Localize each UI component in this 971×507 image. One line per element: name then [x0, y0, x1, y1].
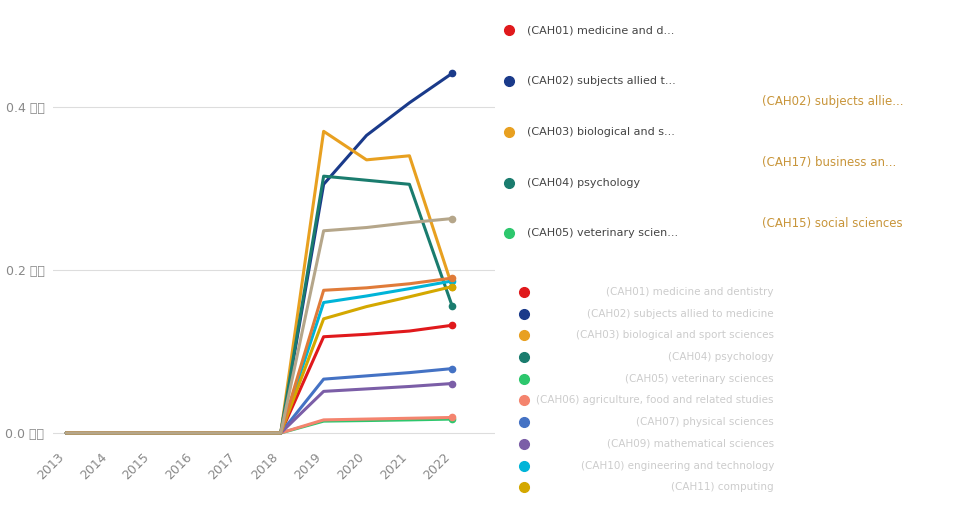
Text: (CAH04) psychology: (CAH04) psychology [527, 177, 641, 188]
Text: (CAH15) social sciences: (CAH15) social sciences [762, 216, 903, 230]
Text: 179,160: 179,160 [878, 331, 928, 340]
Text: (CAH01) medicine and d...: (CAH01) medicine and d... [527, 25, 675, 35]
Text: (CAH02) subjects allie...: (CAH02) subjects allie... [762, 95, 904, 108]
Text: (CAH06) agriculture, food and related studies: (CAH06) agriculture, food and related st… [537, 395, 774, 406]
Text: 17,010: 17,010 [886, 374, 928, 384]
Text: 132,100: 132,100 [878, 287, 928, 297]
Text: (CAH01) medicine and dentistry: (CAH01) medicine and dentistry [607, 287, 774, 297]
Text: (CAH10) engineering and technology: (CAH10) engineering and technology [581, 461, 774, 470]
Text: (CAH17) business an...: (CAH17) business an... [762, 156, 896, 169]
Text: 60,640: 60,640 [886, 439, 928, 449]
Text: (CAH05) veterinary scien...: (CAH05) veterinary scien... [527, 228, 679, 238]
Text: 78,950: 78,950 [886, 417, 928, 427]
Text: 155,180: 155,180 [878, 352, 928, 362]
Text: (CAH11) computing: (CAH11) computing [671, 482, 774, 492]
Text: (CAH02) subjects allied to medicine: (CAH02) subjects allied to medicine [587, 309, 774, 318]
Text: 18,980: 18,980 [886, 395, 928, 406]
Text: (CAH02) subjects allied t...: (CAH02) subjects allied t... [527, 76, 676, 86]
Text: (CAH03) biological and s...: (CAH03) biological and s... [527, 127, 675, 137]
Text: (CAH03) biological and sport sciences: (CAH03) biological and sport sciences [576, 331, 774, 340]
Text: 441,280: 441,280 [878, 309, 928, 318]
Text: 179,600: 179,600 [878, 482, 928, 492]
Text: (CAH07) physical sciences: (CAH07) physical sciences [636, 417, 774, 427]
Text: (CAH04) psychology: (CAH04) psychology [668, 352, 774, 362]
Text: 2022: 2022 [522, 268, 565, 283]
Text: (CAH05) veterinary sciences: (CAH05) veterinary sciences [625, 374, 774, 384]
Text: (CAH09) mathematical sciences: (CAH09) mathematical sciences [607, 439, 774, 449]
Text: 186,500: 186,500 [878, 461, 928, 470]
